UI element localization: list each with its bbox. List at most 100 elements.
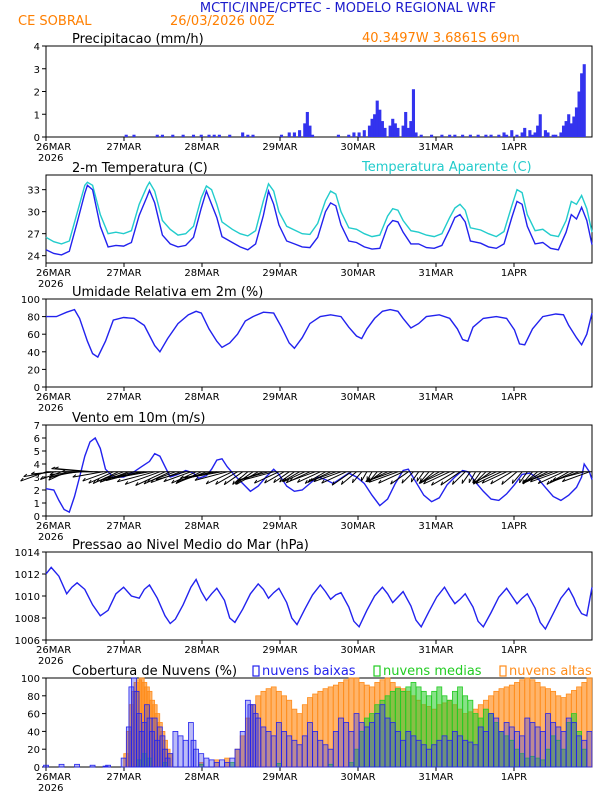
cloud-bar-baixas [276,722,282,768]
wind-arrow [341,471,357,485]
precip-bar [564,121,568,137]
precip-bar [388,125,392,137]
precip-bar [569,123,573,137]
wind-arrow [297,471,321,483]
precip-bar [530,134,535,137]
x-tick-label: 28MAR [184,268,219,279]
precip-bar [357,132,361,137]
humidity-line [46,308,593,359]
x-tick-label: 31MAR [418,521,453,532]
wind-arrow-head [180,475,184,479]
y-tick-label: 20 [27,365,40,376]
cloud-bar-baixas [348,731,355,768]
wind-arrow [82,471,109,482]
y-tick-label: 4 [34,42,40,53]
wind-arrow [361,471,368,482]
precip-bar [561,125,566,137]
wind-arrow [194,471,228,481]
wind-arrow [410,471,420,483]
wind-arrow [283,471,305,483]
wind-arrow-head [431,481,434,486]
wind-arrow [419,471,445,484]
wind-arrow-head [440,481,444,486]
panel-title-2: Umidade Relativa em 2m (%) [72,285,263,300]
wind-arrow-head [143,480,147,485]
precip-bar [502,132,506,137]
precip-bar [375,100,379,137]
cloud-bar-baixas [576,735,582,768]
y-tick-label: 80 [27,692,40,703]
wind-arrow-head [147,478,151,483]
wind-arrow-head [523,479,528,484]
wind-arrow-head [105,477,110,482]
cloud-bar-baixas [208,759,215,768]
cloud-bar-baixas [519,735,525,768]
wind-arrow [147,471,176,483]
y-tick-label: 24 [27,252,40,263]
x-tick-label: 1APR [501,392,527,403]
precip-bar [181,134,185,137]
x-tick-label: 26MAR [36,645,71,656]
y-tick-label: 4 [34,460,40,471]
cloud-bar-baixas [312,731,318,768]
precip-bar [292,132,296,137]
wind-arrow-head [171,479,175,484]
wind-arrow-head [285,479,290,484]
wind-arrow [378,471,404,484]
cloud-bar-baixas [379,704,386,768]
wind-arrow-head [102,477,106,481]
wind-arrow [54,468,93,473]
wind-arrow-head [475,480,479,484]
x-tick-label: 30MAR [340,268,375,279]
y-tick-label: 1008 [15,614,40,625]
y-tick-label: 80 [27,313,40,324]
wind-arrow [490,471,513,485]
wind-arrow [125,471,161,485]
wind-arrow-head [279,478,282,483]
precip-bar [505,134,509,137]
cloud-bar-baixas [560,731,567,768]
wind-arrow [215,471,238,485]
apparent-temp-line [45,180,593,245]
y-tick-label: 40 [27,348,40,359]
wind-arrow [72,471,104,478]
cloud-bar-baixas [565,717,572,768]
wind-arrow-head [273,478,276,483]
wind-arrow-head [194,477,199,481]
cloud-legend-swatch [499,665,507,677]
wind-arrow-head [313,478,317,482]
wind-arrow [475,471,502,485]
cloud-bar-baixas [338,717,344,768]
cloud-bar-baixas [395,731,401,768]
cloud-bar-baixas [43,764,49,768]
x-tick-label: 29MAR [262,268,297,279]
wind-arrow-head [184,475,189,479]
wind-arrow-head [232,480,235,485]
precip-bar [279,134,284,137]
cloud-bar-baixas [374,713,381,768]
wind-arrow-head [205,480,209,485]
x-tick-label: 1APR [501,268,527,279]
cloud-legend-swatch [252,665,260,677]
wind-arrow [468,471,476,483]
cloud-bar-baixas [219,759,225,768]
cloud-bar-baixas [105,764,111,768]
precip-bar [489,134,493,137]
wind-arrow [117,471,155,483]
precip-bar [453,134,457,137]
cloud-legend-label: nuvens altas [509,664,592,679]
cloud-bar-baixas [498,731,505,768]
wind-arrow [390,471,409,485]
cloud-bar-baixas [167,753,174,768]
y-tick-label: 1010 [15,592,40,603]
y-tick-label: 1006 [15,636,40,647]
cloud-bar-baixas [451,731,458,768]
panel-title-1: 2-m Temperatura (C) [72,161,208,176]
precip-bar [124,134,128,137]
wind-arrow [223,471,243,486]
y-tick-label: 2 [34,88,40,99]
wind-arrow-head [116,478,121,483]
x-tick-label: 27MAR [106,268,141,279]
precip-bar [523,127,527,137]
cloud-bar-baixas [457,735,463,768]
